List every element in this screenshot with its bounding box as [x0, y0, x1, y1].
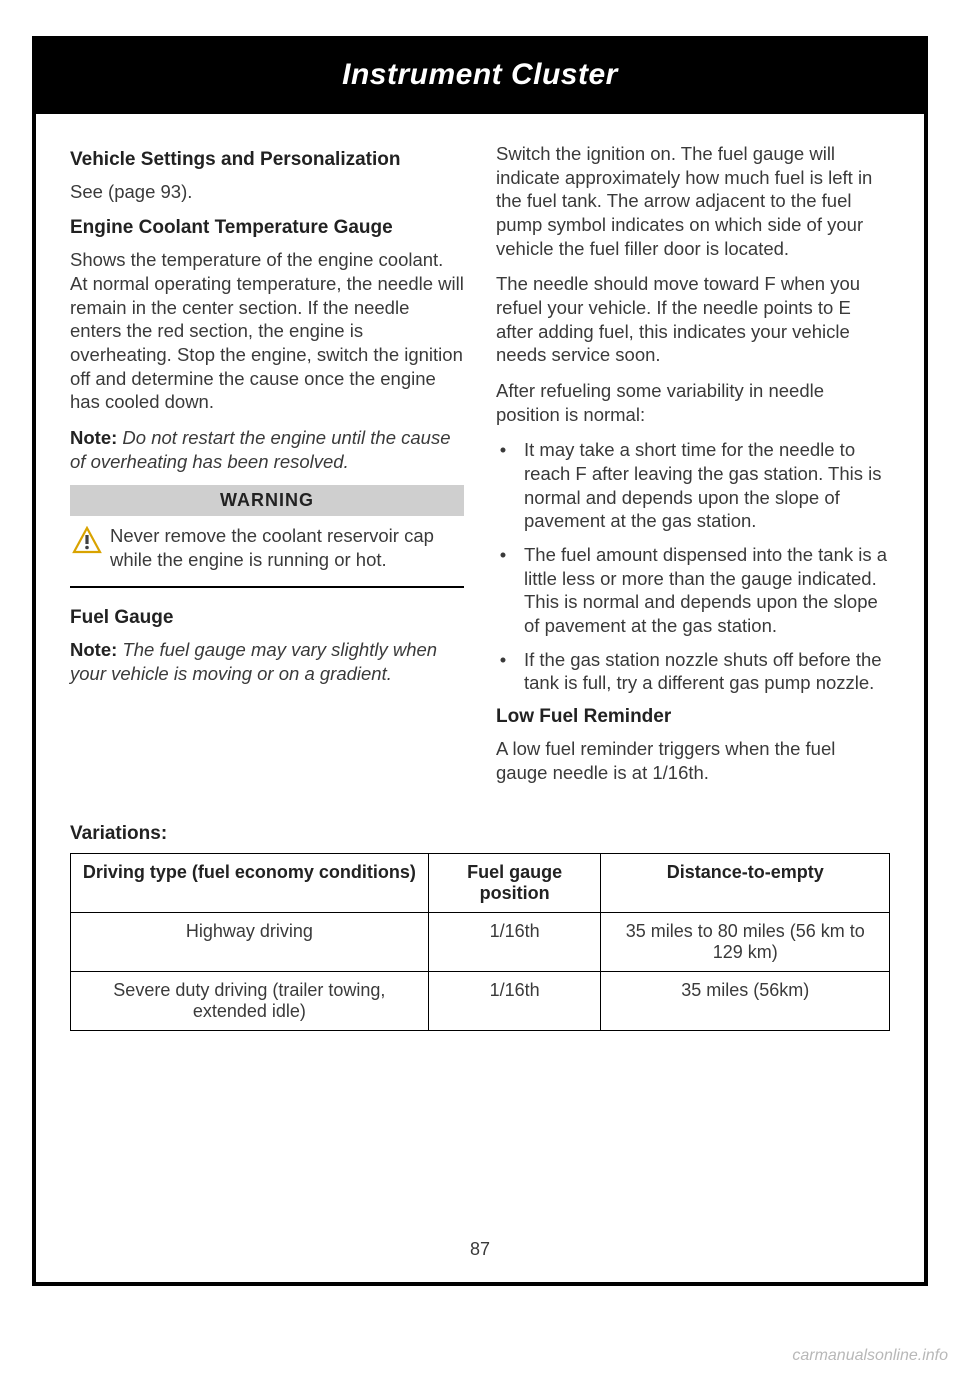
note-coolant: Note: Do not restart the engine until th…	[70, 426, 464, 473]
table-cell: 1/16th	[428, 971, 601, 1030]
heading-low-fuel: Low Fuel Reminder	[496, 705, 890, 729]
note-text: Do not restart the engine until the caus…	[70, 427, 451, 472]
bullet-dot: •	[496, 543, 510, 638]
fuel-ignition-paragraph: Switch the ignition on. The fuel gauge w…	[496, 142, 890, 260]
warning-header: WARNING	[70, 485, 464, 516]
page-title: Instrument Cluster	[36, 58, 924, 92]
two-column-layout: Vehicle Settings and Personalization See…	[70, 142, 890, 797]
right-column: Switch the ignition on. The fuel gauge w…	[496, 142, 890, 797]
warning-box: WARNING Never remove the coolant reservo…	[70, 485, 464, 587]
low-fuel-paragraph: A low fuel reminder triggers when the fu…	[496, 737, 890, 784]
table-cell: 1/16th	[428, 912, 601, 971]
warning-body: Never remove the coolant reservoir cap w…	[70, 516, 464, 587]
table-row: Highway driving 1/16th 35 miles to 80 mi…	[71, 912, 890, 971]
list-item: • The fuel amount dispensed into the tan…	[496, 543, 890, 638]
table-cell: 35 miles to 80 miles (56 km to 129 km)	[601, 912, 890, 971]
see-reference: See (page 93).	[70, 180, 464, 204]
table-cell: Highway driving	[71, 912, 429, 971]
fuel-bullet-list: • It may take a short time for the needl…	[496, 438, 890, 695]
warning-body-text: Never remove the coolant reservoir cap w…	[110, 524, 462, 571]
table-cell: 35 miles (56km)	[601, 971, 890, 1030]
bullet-dot: •	[496, 438, 510, 533]
heading-vehicle-settings: Vehicle Settings and Personalization	[70, 148, 464, 172]
variations-table: Driving type (fuel economy conditions) F…	[70, 853, 890, 1031]
table-row: Severe duty driving (trailer towing, ext…	[71, 971, 890, 1030]
heading-variations: Variations:	[70, 823, 890, 845]
table-header-cell: Distance-to-empty	[601, 853, 890, 912]
fuel-variability-paragraph: After refueling some variability in need…	[496, 379, 890, 426]
watermark: carmanualsonline.info	[792, 1347, 948, 1365]
note-label: Note:	[70, 427, 117, 448]
left-column: Vehicle Settings and Personalization See…	[70, 142, 464, 797]
warning-triangle-icon	[72, 526, 102, 554]
table-cell: Severe duty driving (trailer towing, ext…	[71, 971, 429, 1030]
note-text: The fuel gauge may vary slightly when yo…	[70, 639, 437, 684]
page-number: 87	[36, 1239, 924, 1260]
coolant-paragraph: Shows the temperature of the engine cool…	[70, 248, 464, 414]
bullet-text: It may take a short time for the needle …	[524, 438, 890, 533]
list-item: • If the gas station nozzle shuts off be…	[496, 648, 890, 695]
note-fuel-gauge: Note: The fuel gauge may vary slightly w…	[70, 638, 464, 685]
bullet-text: The fuel amount dispensed into the tank …	[524, 543, 890, 638]
note-label: Note:	[70, 639, 117, 660]
page-frame: Instrument Cluster Vehicle Settings and …	[32, 36, 928, 1286]
variations-section: Variations: Driving type (fuel economy c…	[70, 823, 890, 1031]
heading-fuel-gauge: Fuel Gauge	[70, 606, 464, 630]
table-header-cell: Driving type (fuel economy conditions)	[71, 853, 429, 912]
bullet-text: If the gas station nozzle shuts off befo…	[524, 648, 890, 695]
content-area: Vehicle Settings and Personalization See…	[36, 114, 924, 1031]
list-item: • It may take a short time for the needl…	[496, 438, 890, 533]
bullet-dot: •	[496, 648, 510, 695]
header-band: Instrument Cluster	[36, 40, 924, 114]
heading-coolant-gauge: Engine Coolant Temperature Gauge	[70, 216, 464, 240]
table-header-row: Driving type (fuel economy conditions) F…	[71, 853, 890, 912]
fuel-needle-paragraph: The needle should move toward F when you…	[496, 272, 890, 367]
table-header-cell: Fuel gauge position	[428, 853, 601, 912]
